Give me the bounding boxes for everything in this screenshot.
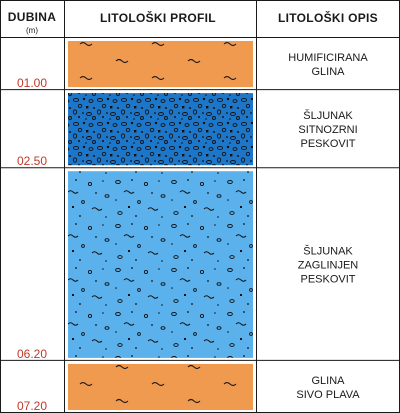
profile-column-title: LITOLOŠKI PROFIL [100, 10, 216, 25]
layer-2-description-line: SITNOZRNI [298, 124, 357, 136]
layer-2-description-line: ŠLJUNAK [303, 109, 353, 122]
layer-4-pattern [68, 363, 253, 410]
layer-2-pattern [68, 93, 253, 166]
layer-2-depth-label: 02.50 [17, 154, 47, 168]
description-column-title: LITOLOŠKI OPIS [278, 10, 378, 25]
layer-3-depth-label: 06.20 [17, 347, 47, 361]
layers: 01.00 HUMIFICIRANA GLINA 02.50 ŠLJUNAK SITNOZ… [0, 41, 400, 413]
layer-1-description-line: HUMIFICIRANA [288, 52, 368, 64]
layer-1-pattern [68, 41, 253, 88]
layer-4-depth-label: 07.20 [17, 399, 47, 413]
layer-3-description-line: ŠLJUNAK [303, 245, 353, 258]
layer-1-description-line: GLINA [311, 66, 345, 78]
depth-unit: (m) [26, 26, 38, 35]
layer-4-description-line: GLINA [311, 375, 345, 387]
layer-4-description-line: SIVO PLAVA [296, 389, 360, 401]
layer-3-pattern [68, 171, 253, 358]
layer-3-description-line: ZAGLINJEN [298, 260, 359, 272]
layer-1-depth-label: 01.00 [17, 76, 47, 90]
layer-3-description-line: PESKOVIT [300, 274, 355, 286]
layer-2-description-line: PESKOVIT [300, 138, 355, 150]
depth-column-title: DUBINA [8, 10, 56, 24]
